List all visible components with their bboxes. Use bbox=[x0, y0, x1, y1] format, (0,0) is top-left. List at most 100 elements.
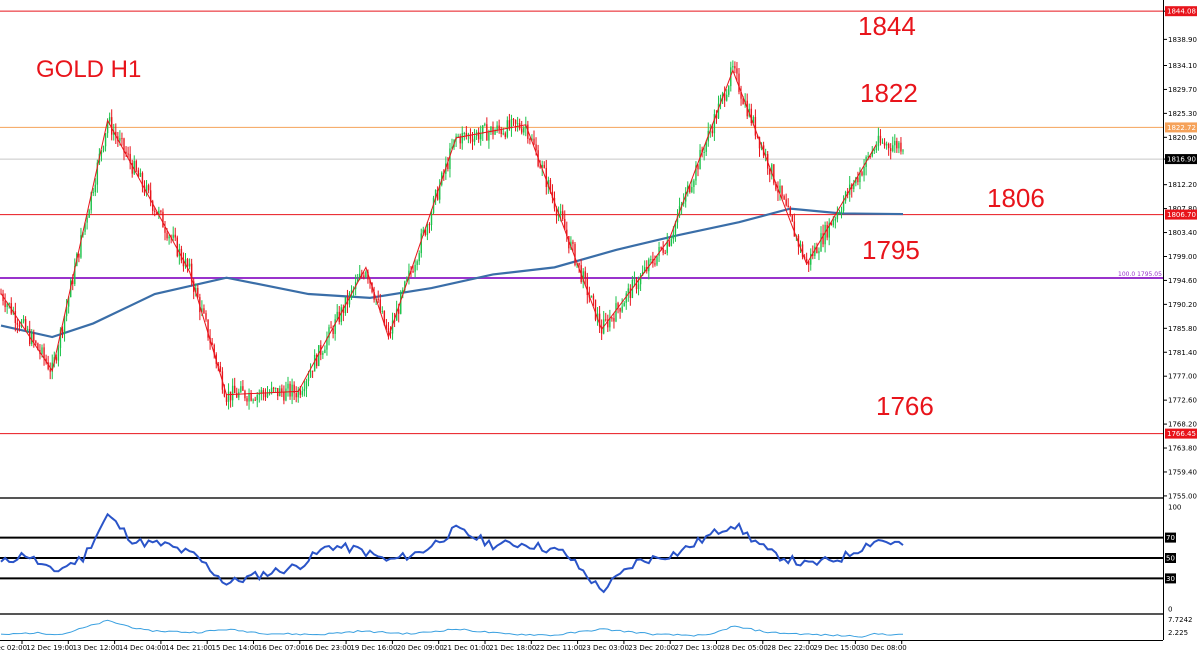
candle-body bbox=[623, 302, 625, 307]
candle-body bbox=[598, 313, 601, 327]
candle-body bbox=[832, 220, 834, 226]
x-tick-label: 22 Dec 11:00 bbox=[536, 644, 583, 652]
candle-body bbox=[502, 133, 504, 135]
candle-body bbox=[88, 210, 90, 218]
candle-body bbox=[96, 162, 99, 185]
candle-body bbox=[65, 306, 68, 317]
candle-body bbox=[793, 221, 796, 237]
candle-body bbox=[373, 291, 375, 300]
candle-body bbox=[853, 183, 855, 190]
candle-body bbox=[613, 318, 615, 322]
candle-body bbox=[395, 309, 398, 321]
candle-body bbox=[834, 218, 837, 221]
candle-body bbox=[106, 121, 109, 134]
candle-body bbox=[211, 342, 213, 345]
price-tag-label: 1844.08 bbox=[1167, 8, 1196, 16]
candle-body bbox=[541, 164, 543, 168]
candle-body bbox=[816, 246, 818, 254]
candle-body bbox=[660, 247, 662, 249]
x-tick-label: 13 Dec 12:00 bbox=[73, 644, 120, 652]
y-tick-label: 1768.20 bbox=[1168, 421, 1197, 429]
candle-body bbox=[539, 166, 541, 168]
rsi-pane: 100 70 50 30 0 bbox=[0, 504, 1181, 614]
candle-body bbox=[359, 273, 361, 280]
candle-body bbox=[840, 210, 843, 213]
candle-body bbox=[555, 208, 558, 217]
candle-body bbox=[693, 180, 695, 188]
y-tick-label: 1803.40 bbox=[1168, 229, 1197, 237]
candle-body bbox=[334, 319, 336, 334]
candle-body bbox=[168, 236, 170, 239]
candle-body bbox=[713, 114, 716, 134]
candle-body bbox=[139, 172, 142, 177]
candle-body bbox=[37, 343, 39, 350]
candle-body bbox=[877, 135, 880, 147]
candle-body bbox=[188, 263, 191, 267]
candle-body bbox=[664, 252, 666, 254]
candle-body bbox=[736, 68, 738, 74]
candle-body bbox=[383, 310, 386, 325]
price-tag-box bbox=[1165, 428, 1197, 439]
candle-body bbox=[154, 210, 156, 212]
rsi-tag-label: 30 bbox=[1166, 575, 1175, 583]
candle-body bbox=[592, 295, 595, 300]
candle-body bbox=[348, 292, 351, 305]
candle-body bbox=[430, 212, 433, 225]
candle-body bbox=[379, 299, 381, 312]
candle-body bbox=[656, 255, 658, 265]
candle-body bbox=[363, 275, 365, 278]
candle-body bbox=[305, 380, 308, 389]
candle-body bbox=[699, 149, 701, 170]
candle-body bbox=[496, 125, 498, 131]
candle-body bbox=[252, 399, 254, 401]
candle-body bbox=[873, 150, 875, 152]
candle-body bbox=[248, 393, 250, 402]
candle-body bbox=[307, 377, 310, 381]
x-tick-label: 21 Dec 18:00 bbox=[489, 644, 536, 652]
candle-body bbox=[732, 66, 734, 68]
price-tag-box bbox=[1165, 154, 1197, 165]
level-annotations: 1844 1822 1806 1795 1766 bbox=[858, 11, 1045, 421]
candle-body bbox=[590, 295, 593, 298]
candle-body bbox=[357, 279, 359, 282]
y-tick-label: 1829.70 bbox=[1168, 86, 1197, 94]
candle-body bbox=[838, 212, 841, 214]
candle-body bbox=[133, 161, 135, 174]
candle-body bbox=[473, 136, 476, 142]
candle-body bbox=[752, 116, 755, 124]
candle-body bbox=[135, 161, 137, 171]
candle-body bbox=[484, 124, 486, 126]
candle-body bbox=[180, 248, 183, 261]
candle-body bbox=[773, 164, 775, 184]
candle-body bbox=[785, 199, 787, 206]
candle-body bbox=[510, 118, 513, 129]
candle-body bbox=[564, 218, 566, 230]
y-tick-label: 1777.00 bbox=[1168, 373, 1197, 381]
candle-body bbox=[434, 189, 437, 198]
candle-body bbox=[416, 261, 418, 265]
candle-body bbox=[521, 128, 523, 133]
candle-body bbox=[172, 234, 174, 238]
candle-body bbox=[137, 170, 140, 177]
level-label-1806: 1806 bbox=[987, 183, 1045, 213]
candle-body bbox=[680, 203, 683, 207]
candle-body bbox=[662, 248, 664, 253]
candle-body bbox=[234, 385, 236, 394]
candle-body bbox=[726, 94, 728, 101]
candle-body bbox=[111, 117, 113, 135]
candle-body bbox=[572, 241, 574, 244]
candle-body bbox=[250, 393, 252, 401]
candle-body bbox=[512, 118, 515, 120]
candle-body bbox=[828, 222, 830, 238]
candle-body bbox=[418, 253, 420, 262]
candle-body bbox=[67, 297, 70, 307]
candle-body bbox=[715, 114, 718, 119]
candle-body bbox=[717, 103, 720, 119]
candle-body bbox=[892, 145, 894, 152]
price-tag-label: 1816.90 bbox=[1167, 156, 1196, 164]
x-tick-label: 14 Dec 21:00 bbox=[165, 644, 212, 652]
candle-body bbox=[719, 97, 722, 104]
candle-body bbox=[152, 201, 154, 211]
candle-body bbox=[750, 108, 752, 124]
